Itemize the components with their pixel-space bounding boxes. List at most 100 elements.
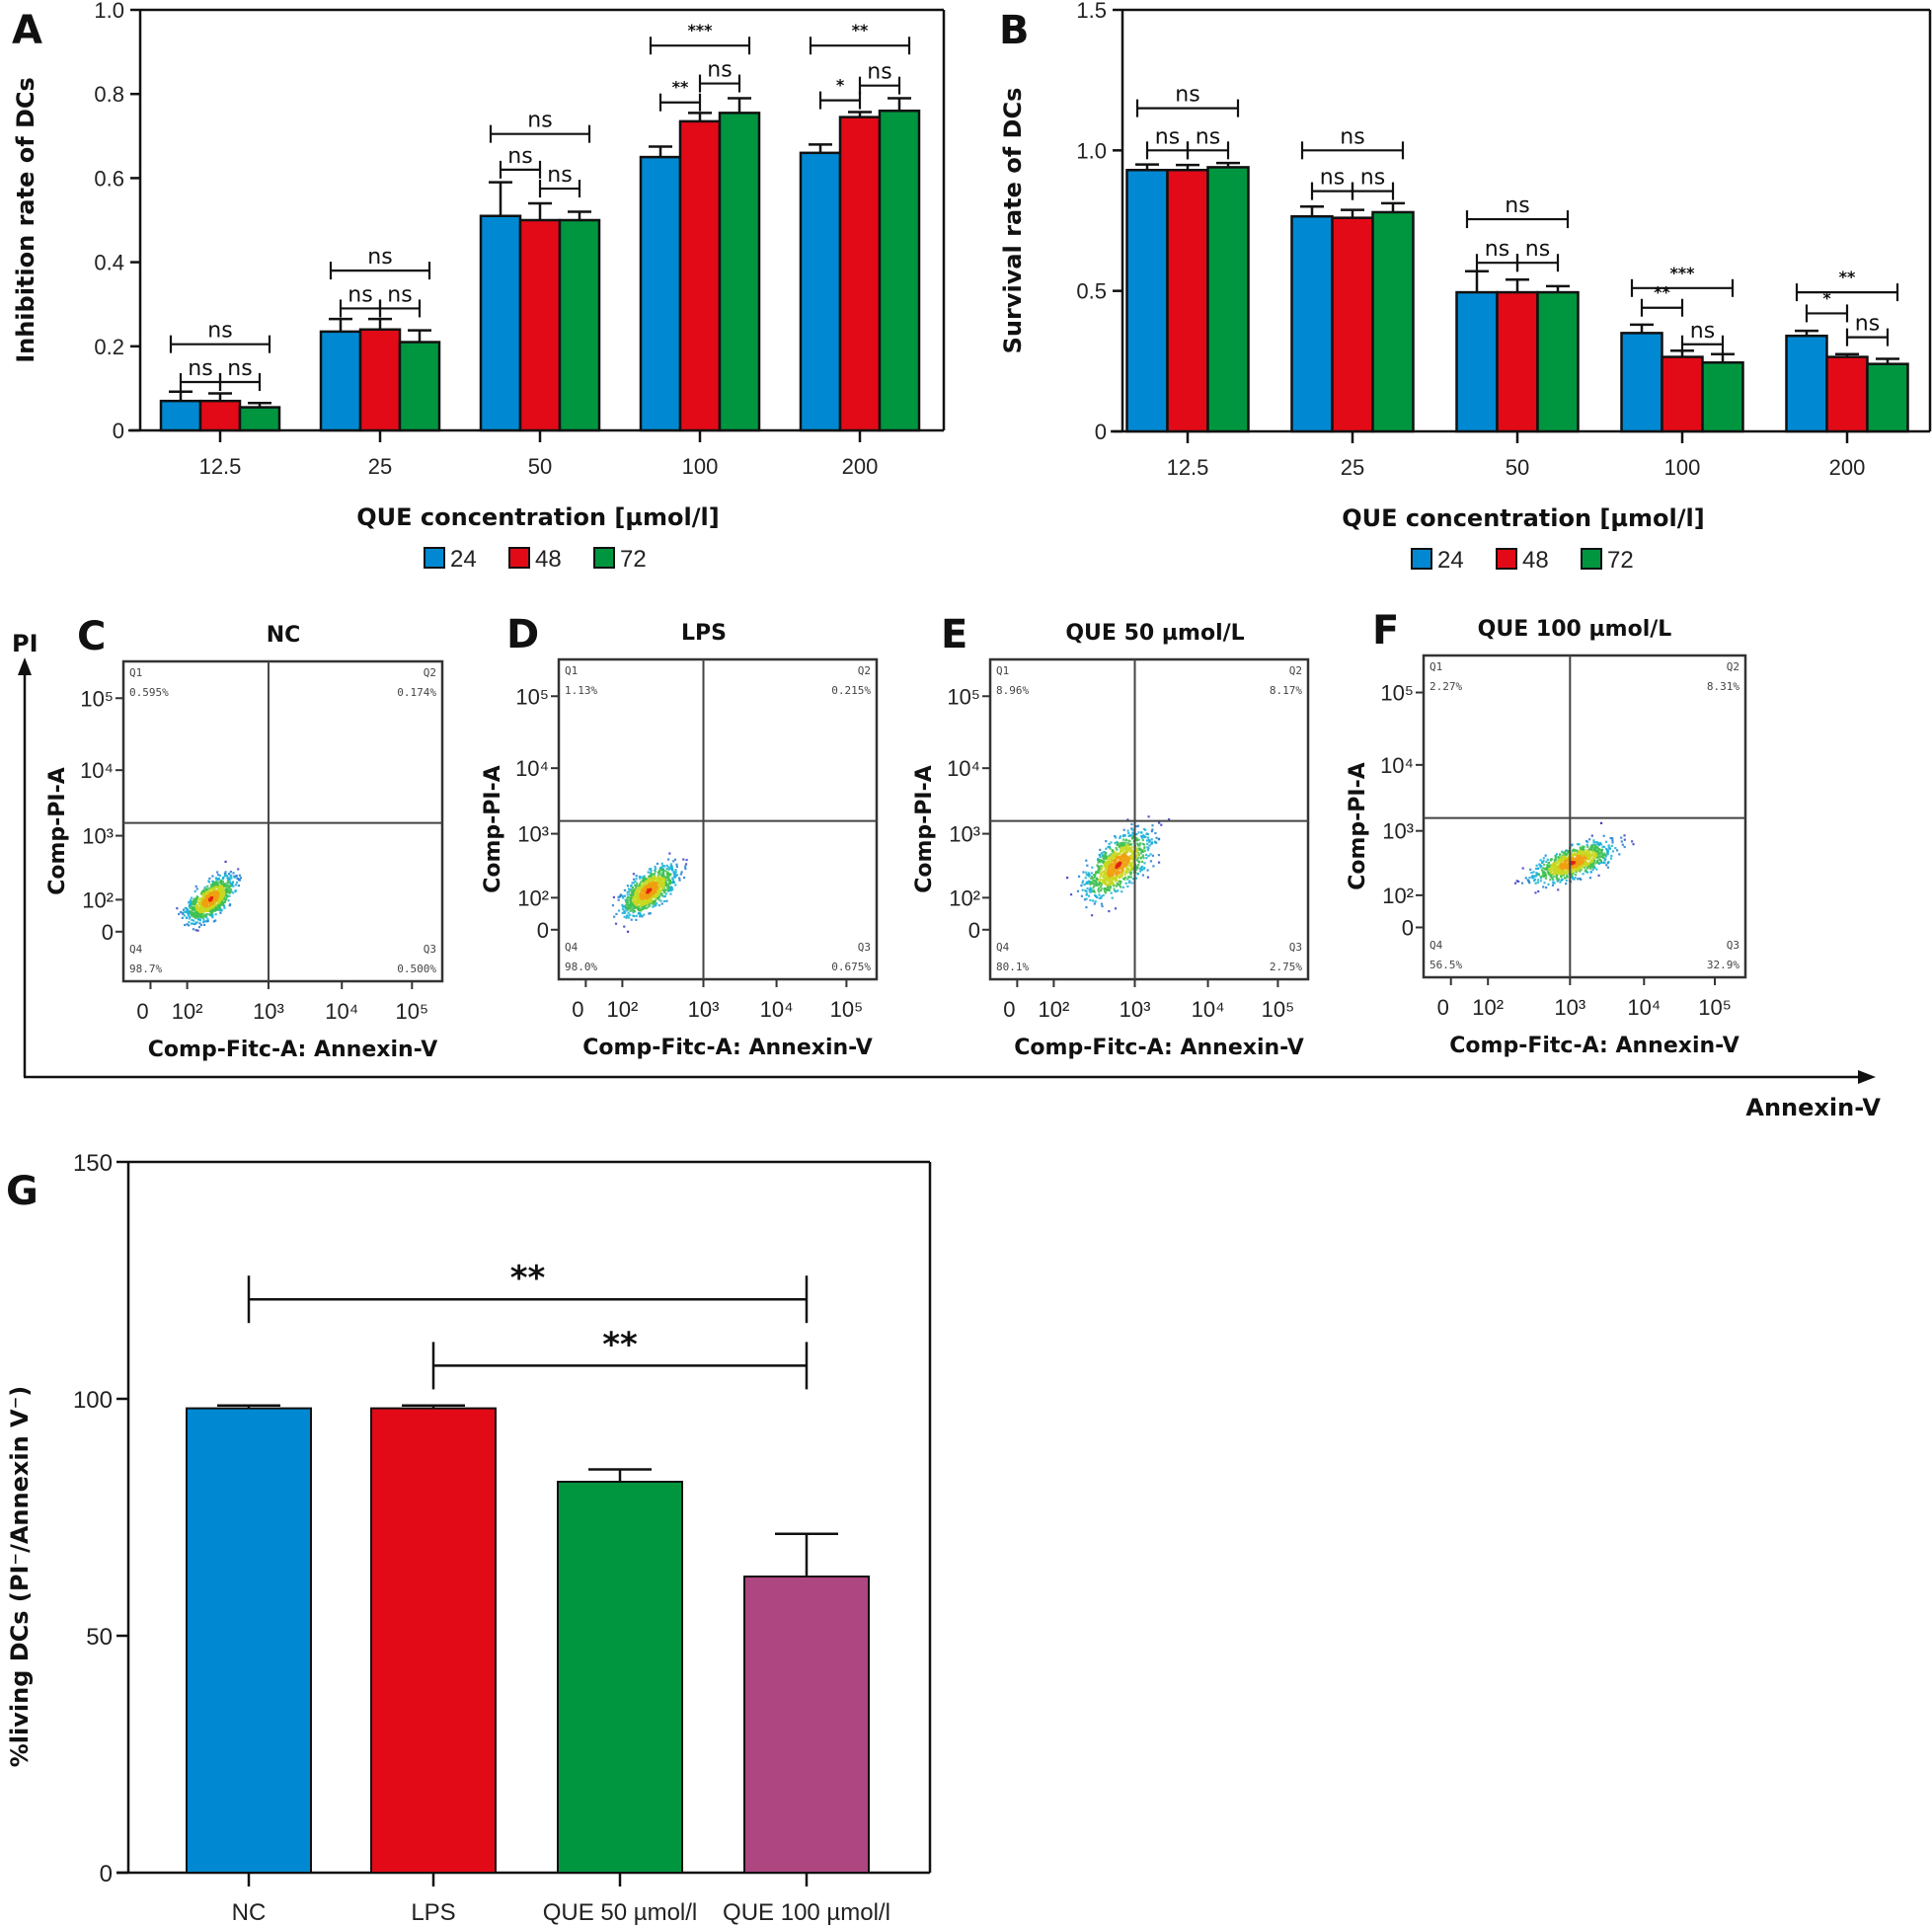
flow-event-dot bbox=[1104, 882, 1107, 885]
flow-event-dot bbox=[1103, 880, 1106, 884]
flow-event-dot bbox=[1598, 849, 1602, 852]
flow-event-dot bbox=[1123, 861, 1126, 865]
flow-event-dot bbox=[1109, 880, 1112, 883]
flow-event-dot bbox=[1600, 861, 1603, 865]
flow-event-dot bbox=[1591, 866, 1594, 869]
flow-x-tick-label: 10⁵ bbox=[1262, 997, 1295, 1022]
flow-event-dot bbox=[211, 901, 214, 904]
flow-event-dot bbox=[667, 866, 670, 869]
flow-event-dot bbox=[1125, 870, 1129, 874]
quadrant-q3-label: Q3 bbox=[858, 941, 871, 954]
flow-event-dot bbox=[1085, 893, 1088, 896]
flow-event-dot bbox=[1147, 838, 1150, 841]
flow-event-dot bbox=[1100, 894, 1103, 898]
x-tick-label: 12.5 bbox=[1167, 455, 1209, 480]
flow-event-dot bbox=[644, 898, 647, 902]
flow-event-dot bbox=[1098, 867, 1101, 870]
flow-event-dot bbox=[630, 918, 633, 921]
flow-event-dot bbox=[662, 870, 665, 873]
flow-event-dot bbox=[1134, 865, 1138, 868]
flow-event-dot bbox=[657, 872, 660, 875]
flow-event-dot bbox=[228, 891, 231, 894]
flow-event-dot bbox=[1134, 877, 1138, 880]
flow-event-dot bbox=[1098, 866, 1101, 869]
flow-event-dot bbox=[1598, 862, 1601, 865]
flow-event-dot bbox=[1121, 860, 1124, 863]
flow-event-dot bbox=[1130, 850, 1133, 853]
flow-y-tick-label: 10⁵ bbox=[80, 686, 114, 711]
flow-event-dot bbox=[1105, 878, 1108, 881]
flow-event-dot bbox=[1580, 866, 1583, 870]
flow-event-dot bbox=[1611, 850, 1614, 853]
flow-event-dot bbox=[1109, 864, 1112, 867]
flow-event-dot bbox=[641, 882, 645, 885]
flow-event-dot bbox=[624, 903, 628, 906]
flow-event-dot bbox=[1104, 872, 1108, 875]
flow-event-dot bbox=[621, 908, 625, 911]
flow-event-dot bbox=[1556, 861, 1559, 865]
flow-event-dot bbox=[230, 877, 233, 880]
bar-48h-100 bbox=[678, 119, 722, 432]
flow-event-dot bbox=[198, 918, 201, 921]
flow-event-dot bbox=[670, 866, 673, 869]
flow-event-dot bbox=[194, 885, 197, 888]
flow-event-dot bbox=[1098, 879, 1101, 882]
flow-event-dot bbox=[642, 880, 645, 884]
x-tick-label: 12.5 bbox=[199, 454, 242, 479]
flow-event-dot bbox=[626, 897, 629, 900]
flow-event-dot bbox=[1589, 871, 1593, 874]
flow-event-dot bbox=[1114, 860, 1118, 864]
bar-48h-200 bbox=[1825, 355, 1869, 433]
flow-event-dot bbox=[1575, 861, 1579, 864]
flow-event-dot bbox=[1106, 871, 1109, 874]
flow-event-dot bbox=[1090, 872, 1093, 875]
flow-event-dot bbox=[645, 898, 648, 901]
flow-event-dot bbox=[1104, 891, 1108, 894]
y-tick-label: 1.0 bbox=[94, 0, 124, 23]
flow-event-dot bbox=[1582, 873, 1584, 876]
flow-event-dot bbox=[1129, 858, 1132, 861]
flow-event-dot bbox=[1128, 843, 1131, 846]
flow-event-dot bbox=[1141, 836, 1144, 839]
flow-event-dot bbox=[640, 908, 643, 911]
flow-event-dot bbox=[1600, 849, 1603, 852]
flow-event-dot bbox=[617, 898, 620, 901]
flow-event-dot bbox=[1104, 857, 1107, 860]
flow-event-dot bbox=[675, 874, 679, 877]
flow-event-dot bbox=[1592, 839, 1595, 842]
flow-event-dot bbox=[1544, 877, 1548, 880]
flow-event-dot bbox=[1112, 872, 1115, 875]
flow-event-dot bbox=[1116, 856, 1119, 860]
flow-event-dot bbox=[666, 886, 669, 889]
flow-event-dot bbox=[1143, 862, 1146, 865]
flow-event-dot bbox=[231, 881, 235, 884]
flow-event-dot bbox=[184, 923, 187, 927]
flow-event-dot bbox=[1577, 856, 1580, 859]
legend-swatch-48 bbox=[1496, 548, 1517, 570]
flow-event-dot bbox=[665, 884, 669, 886]
flow-event-dot bbox=[1137, 847, 1140, 850]
flow-event-dot bbox=[1123, 850, 1126, 853]
flow-event-dot bbox=[1623, 845, 1626, 849]
flow-event-dot bbox=[1142, 834, 1145, 837]
quadrant-q2-value: 0.174% bbox=[397, 686, 436, 699]
flow-event-dot bbox=[657, 869, 660, 872]
flow-event-dot bbox=[1600, 855, 1604, 859]
flow-event-dot bbox=[1089, 886, 1092, 889]
flow-event-dot bbox=[634, 891, 637, 895]
bar-24h-200 bbox=[1785, 334, 1828, 433]
flow-event-dot bbox=[226, 884, 229, 886]
flow-event-dot bbox=[206, 897, 209, 901]
pi-axis-label: PI bbox=[12, 630, 39, 657]
flow-event-dot bbox=[239, 877, 243, 880]
flow-event-dot bbox=[1099, 848, 1102, 852]
flow-y-tick-label: 10⁵ bbox=[947, 684, 980, 709]
flow-event-dot bbox=[646, 885, 649, 887]
y-tick-label: 0 bbox=[113, 419, 124, 443]
flow-event-dot bbox=[642, 894, 645, 897]
flow-event-dot bbox=[1581, 850, 1584, 853]
flow-event-dot bbox=[1088, 874, 1091, 877]
flow-event-dot bbox=[1126, 878, 1129, 881]
flow-event-dot bbox=[1102, 870, 1105, 873]
flow-event-dot bbox=[1536, 879, 1540, 882]
